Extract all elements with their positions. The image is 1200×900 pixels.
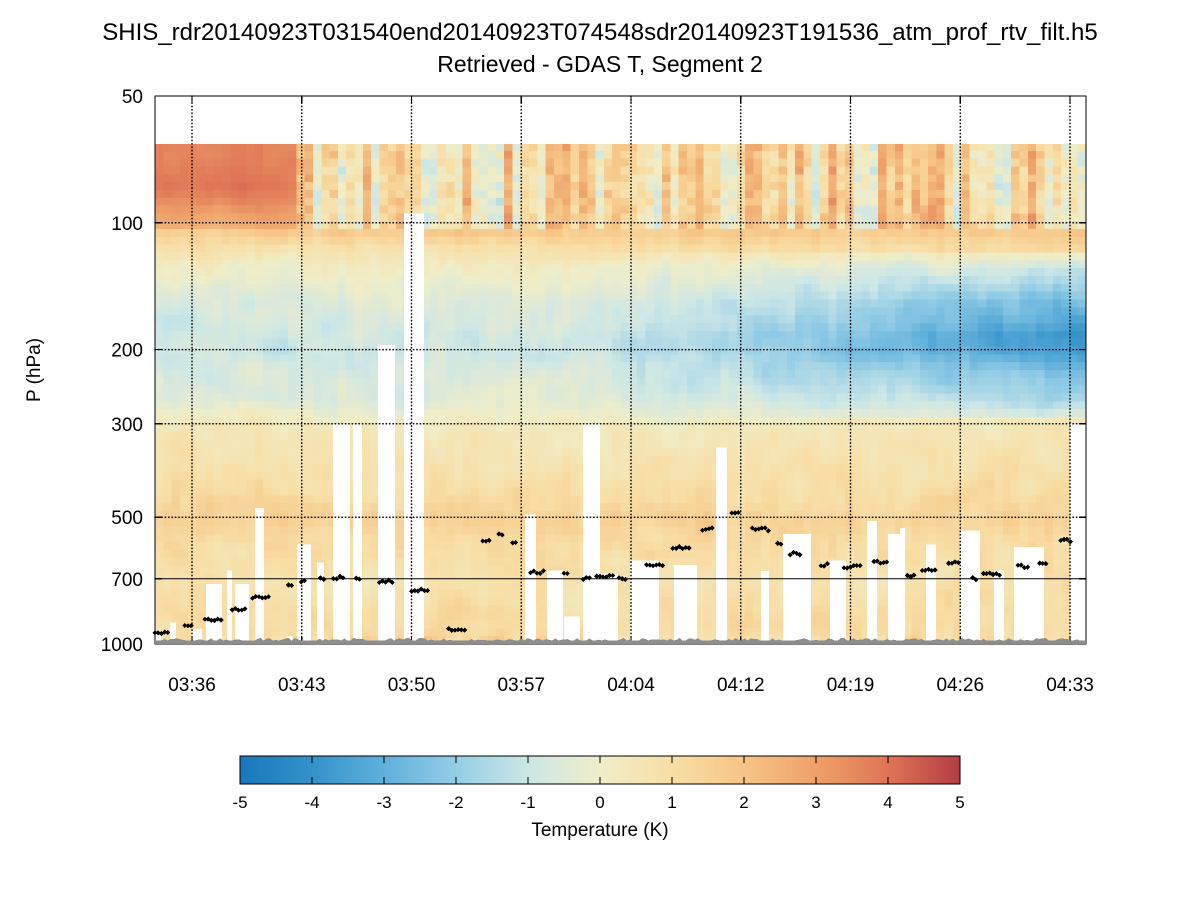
svg-text:SHIS_rdr20140923T031540end2014: SHIS_rdr20140923T031540end20140923T07454…	[102, 19, 1097, 46]
svg-text:Retrieved - GDAS T, Segment 2: Retrieved - GDAS T, Segment 2	[437, 51, 763, 77]
